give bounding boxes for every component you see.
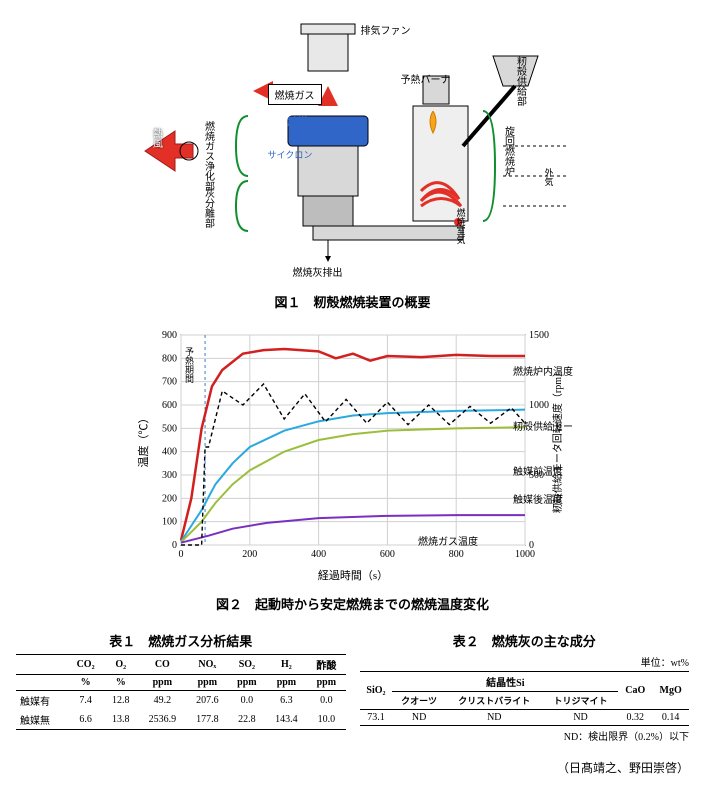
svg-text:燃焼炉内温度: 燃焼炉内温度 — [513, 365, 573, 378]
ash-separator-label: 灰分離部 — [201, 188, 216, 228]
svg-text:900: 900 — [162, 330, 177, 341]
table1-wrap: 表１ 燃焼ガス分析結果 CO₂O₂CONOₓSO₂H₂酢酸%%ppmppmppm… — [16, 627, 346, 743]
svg-text:経過時間（s）: 経過時間（s） — [317, 569, 387, 582]
svg-text:予熱期間: 予熱期間 — [184, 347, 194, 384]
svg-text:500: 500 — [162, 423, 177, 434]
hot-air-label: 熱風 — [149, 128, 164, 148]
svg-text:温度（℃）: 温度（℃） — [136, 413, 150, 468]
svg-text:800: 800 — [448, 549, 463, 560]
svg-text:600: 600 — [162, 400, 177, 411]
svg-text:800: 800 — [162, 353, 177, 364]
svg-text:燃焼ガス温度: 燃焼ガス温度 — [418, 535, 478, 548]
exhaust-fan-label: 排気ファン — [361, 22, 411, 37]
table1-caption: 表１ 燃焼ガス分析結果 — [16, 631, 346, 650]
husk-supply-label: 籾殻供給部 — [513, 56, 528, 106]
svg-text:200: 200 — [162, 493, 177, 504]
svg-text:400: 400 — [162, 447, 177, 458]
table2-footnote: ND：検出限界（0.2%）以下 — [360, 728, 690, 743]
tables-row: 表１ 燃焼ガス分析結果 CO₂O₂CONOₓSO₂H₂酢酸%%ppmppmppm… — [16, 627, 689, 743]
figure1-caption: 図１ 籾殻燃焼装置の概要 — [16, 292, 689, 311]
figure1-diagram: 燃焼ガス 排気ファン 予熱バーナ 籾殻供給部 触媒 サイクロン 燃焼ガス浄化部 … — [133, 16, 573, 286]
figure2-chart: 0 200 400 600 800 1000 0 100 200 300 400 500 600 700 8… — [133, 325, 573, 588]
table1: CO₂O₂CONOₓSO₂H₂酢酸%%ppmppmppmppmppm触媒有7.4… — [16, 654, 346, 730]
table2: SiO₂結晶性SiCaOMgOクオーツクリストバライトトリジマイト73.1NDN… — [360, 671, 690, 726]
table2-unit: 単位：wt% — [360, 654, 690, 669]
svg-text:300: 300 — [162, 470, 177, 481]
svg-text:200: 200 — [242, 549, 257, 560]
table2-caption: 表２ 燃焼灰の主な成分 — [360, 631, 690, 650]
svg-text:1500: 1500 — [529, 330, 549, 341]
svg-text:籾殻供給モータ回転速度（rpm）: 籾殻供給モータ回転速度（rpm） — [551, 367, 564, 513]
swirl-furnace-label: 旋回燃焼炉 — [501, 126, 516, 176]
svg-text:0: 0 — [172, 540, 177, 551]
figure2-caption: 図２ 起動時から安定燃焼までの燃焼温度変化 — [16, 594, 689, 613]
svg-text:400: 400 — [311, 549, 326, 560]
table2-wrap: 表２ 燃焼灰の主な成分 単位：wt% SiO₂結晶性SiCaOMgOクオーツクリ… — [360, 627, 690, 743]
combustion-gas-box: 燃焼ガス — [268, 84, 322, 105]
authors-line: （日髙靖之、野田崇啓） — [16, 759, 689, 776]
ash-discharge-label: 燃焼灰排出 — [293, 264, 343, 279]
svg-text:700: 700 — [162, 377, 177, 388]
preheat-burner-label: 予熱バーナ — [401, 71, 451, 86]
svg-text:1000: 1000 — [529, 400, 549, 411]
svg-text:0: 0 — [178, 549, 183, 560]
svg-text:籾殻供給モータ回転速度: 籾殻供給モータ回転速度 — [513, 420, 573, 433]
svg-text:100: 100 — [162, 517, 177, 528]
svg-text:600: 600 — [379, 549, 394, 560]
room-air-label: 燃焼室気 — [455, 208, 468, 244]
figure2-svg: 0 200 400 600 800 1000 0 100 200 300 400 500 600 700 8… — [133, 325, 573, 585]
catalyst-label: 触媒 — [288, 113, 308, 128]
gas-purifier-label: 燃焼ガス浄化部 — [201, 121, 216, 191]
outside-air-label: 外気 — [543, 168, 556, 186]
cyclone-label: サイクロン — [268, 148, 313, 161]
svg-text:0: 0 — [529, 540, 534, 551]
